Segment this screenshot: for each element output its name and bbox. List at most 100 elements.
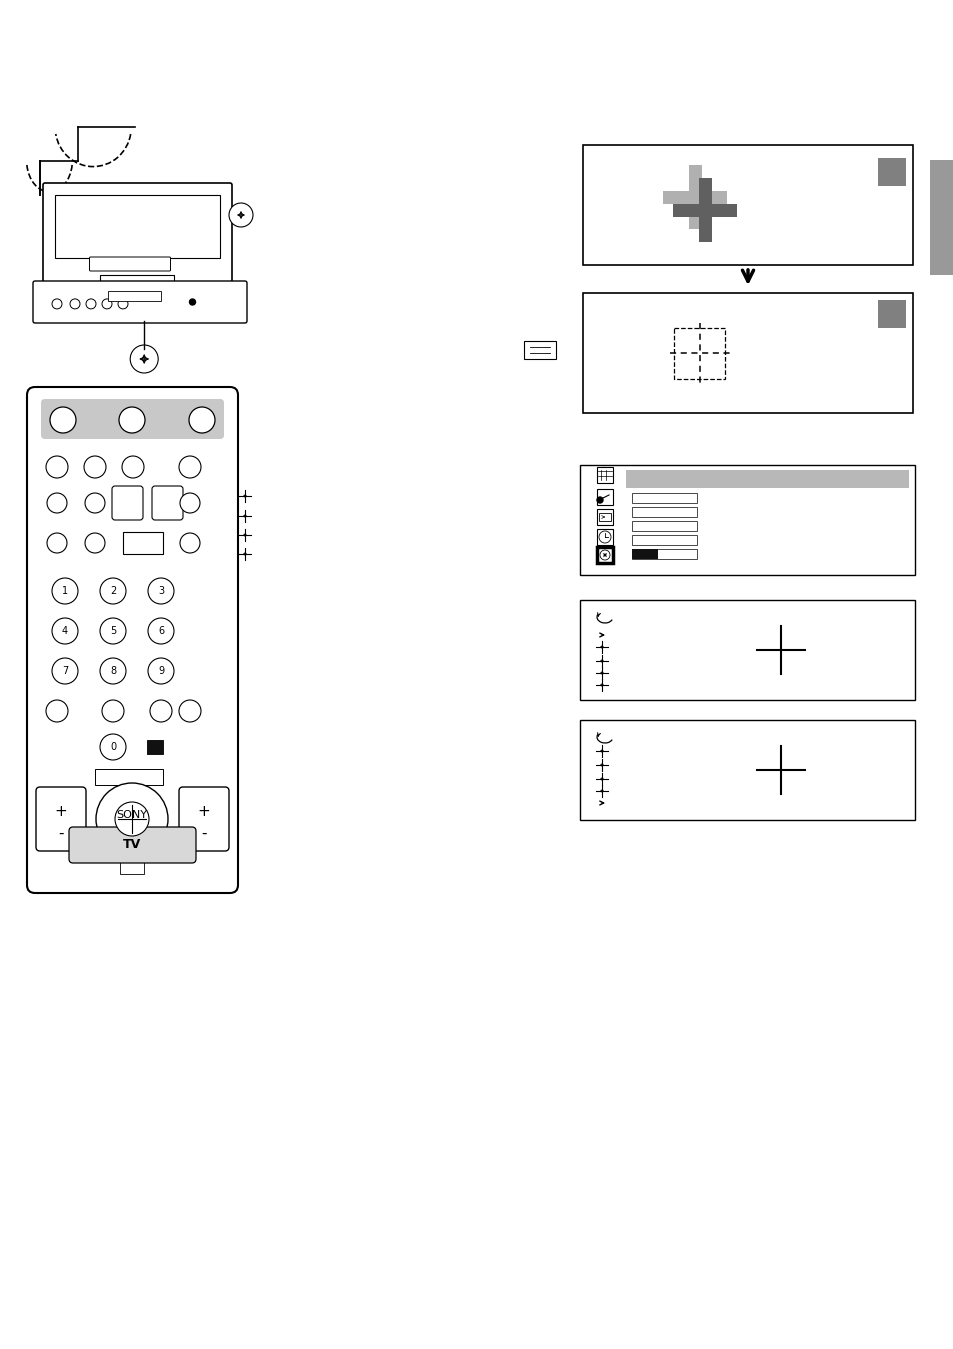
Bar [929, 161, 953, 275]
Text: 6: 6 [158, 626, 164, 635]
Circle shape [50, 407, 76, 433]
Circle shape [100, 658, 126, 684]
Circle shape [179, 700, 201, 722]
Bar [120, 861, 144, 874]
Text: 5: 5 [110, 626, 116, 635]
Circle shape [46, 700, 68, 722]
Circle shape [150, 700, 172, 722]
Text: 7: 7 [62, 666, 68, 676]
Circle shape [122, 456, 144, 478]
Bar [55, 196, 220, 258]
Bar [631, 549, 658, 558]
Bar [877, 299, 905, 328]
Bar [579, 465, 914, 575]
Circle shape [148, 618, 173, 643]
Bar [598, 513, 610, 521]
Circle shape [70, 299, 80, 309]
Bar [579, 720, 914, 820]
Text: -: - [58, 826, 64, 840]
Text: TV: TV [123, 839, 141, 851]
Bar [597, 467, 613, 483]
Bar [582, 293, 912, 413]
FancyBboxPatch shape [69, 827, 195, 863]
Circle shape [180, 533, 200, 553]
Text: 2: 2 [110, 585, 116, 596]
Circle shape [180, 492, 200, 513]
Bar [582, 144, 912, 264]
Bar [625, 469, 908, 488]
FancyBboxPatch shape [33, 281, 247, 322]
Circle shape [96, 782, 168, 855]
Bar [100, 275, 174, 283]
Circle shape [130, 345, 158, 374]
FancyBboxPatch shape [41, 399, 224, 438]
FancyBboxPatch shape [27, 387, 237, 893]
Bar [631, 507, 697, 517]
Circle shape [100, 734, 126, 759]
Circle shape [599, 550, 609, 560]
Circle shape [86, 299, 96, 309]
FancyBboxPatch shape [36, 786, 86, 851]
Bar [631, 536, 697, 545]
Text: 4: 4 [62, 626, 68, 635]
Bar [699, 178, 711, 241]
Circle shape [47, 492, 67, 513]
Circle shape [84, 456, 106, 478]
Circle shape [598, 532, 610, 544]
FancyBboxPatch shape [152, 486, 183, 519]
Text: 3: 3 [158, 585, 164, 596]
Circle shape [47, 533, 67, 553]
Text: 1: 1 [62, 585, 68, 596]
Bar [147, 741, 163, 754]
Circle shape [179, 456, 201, 478]
Circle shape [100, 618, 126, 643]
Circle shape [85, 533, 105, 553]
Circle shape [119, 407, 145, 433]
Circle shape [52, 658, 78, 684]
Circle shape [190, 299, 195, 305]
Circle shape [100, 577, 126, 604]
FancyBboxPatch shape [112, 486, 143, 519]
Bar [674, 328, 724, 379]
Circle shape [102, 299, 112, 309]
Bar [597, 546, 613, 563]
Circle shape [52, 577, 78, 604]
Bar [597, 488, 613, 505]
FancyBboxPatch shape [179, 786, 229, 851]
Text: 9: 9 [158, 666, 164, 676]
FancyBboxPatch shape [90, 258, 171, 271]
FancyBboxPatch shape [43, 183, 232, 282]
Bar [662, 192, 726, 204]
Circle shape [229, 202, 253, 227]
Bar [597, 509, 613, 525]
Circle shape [148, 658, 173, 684]
Circle shape [189, 407, 214, 433]
Bar [631, 521, 697, 532]
Text: 0: 0 [110, 742, 116, 751]
Circle shape [597, 496, 602, 503]
Text: -: - [201, 826, 207, 840]
Circle shape [85, 492, 105, 513]
Bar [631, 492, 697, 503]
Bar [109, 291, 161, 301]
Text: 8: 8 [110, 666, 116, 676]
Text: SONY: SONY [116, 809, 148, 820]
Bar [877, 158, 905, 186]
Bar [688, 165, 701, 229]
Circle shape [118, 299, 128, 309]
Circle shape [115, 803, 149, 836]
Bar [523, 341, 556, 359]
Circle shape [148, 577, 173, 604]
Circle shape [52, 299, 62, 309]
Bar [95, 769, 163, 785]
Bar [631, 549, 697, 558]
Bar [672, 204, 737, 217]
Circle shape [52, 618, 78, 643]
Bar [123, 532, 163, 554]
Bar [579, 600, 914, 700]
Circle shape [102, 700, 124, 722]
Circle shape [46, 456, 68, 478]
Bar [597, 529, 613, 545]
Text: +: + [54, 804, 68, 819]
Text: +: + [197, 804, 211, 819]
